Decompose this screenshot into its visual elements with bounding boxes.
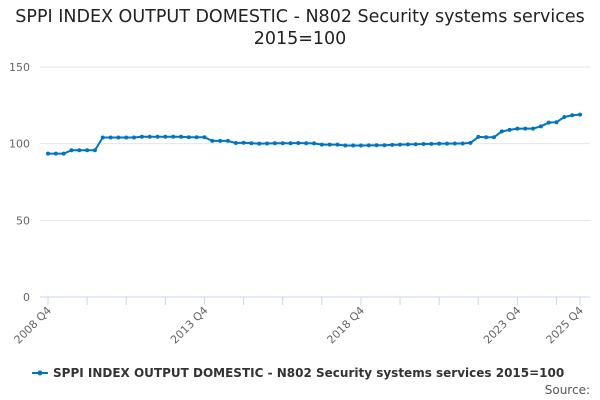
data-point [77, 148, 82, 153]
y-tick-label: 150 [9, 61, 30, 74]
data-point [421, 141, 426, 146]
data-point [562, 114, 567, 119]
data-point [53, 151, 58, 156]
data-point [374, 143, 379, 148]
series-line [48, 113, 581, 155]
chart-title: SPPI INDEX OUTPUT DOMESTIC - N802 Securi… [15, 7, 585, 49]
data-point [186, 135, 191, 140]
data-point [335, 142, 340, 147]
data-point [515, 126, 520, 131]
data-point [312, 141, 316, 146]
data-point [241, 140, 246, 145]
data-point [69, 148, 74, 153]
x-tick-label: 2018 Q4 [325, 304, 368, 347]
data-point [523, 126, 528, 131]
x-tick-label: 2023 Q4 [481, 304, 524, 347]
x-tick-label: 2025 Q4 [544, 304, 587, 347]
data-point [546, 120, 551, 125]
data-point [272, 141, 277, 146]
data-point [100, 135, 105, 140]
data-point [257, 141, 262, 146]
data-point [210, 138, 215, 143]
data-point [202, 135, 207, 140]
data-point [554, 120, 559, 125]
data-point [398, 142, 403, 147]
data-point [163, 134, 168, 139]
data-point [116, 135, 121, 140]
data-point [327, 142, 332, 147]
data-point [452, 141, 457, 146]
data-point [171, 134, 176, 139]
data-point [405, 142, 410, 147]
data-point [578, 112, 582, 117]
data-point [358, 143, 363, 148]
data-point [460, 141, 465, 146]
y-tick-label: 50 [16, 214, 30, 227]
data-point [46, 151, 50, 156]
data-point [249, 141, 254, 146]
x-tick-label: 2008 Q4 [12, 304, 55, 347]
data-point [413, 142, 418, 147]
y-tick-label: 100 [9, 138, 30, 151]
data-point [139, 134, 144, 139]
legend-label: SPPI INDEX OUTPUT DOMESTIC - N802 Securi… [53, 366, 564, 380]
data-point [108, 135, 113, 140]
data-point [476, 134, 481, 139]
data-point [124, 135, 129, 140]
data-point [147, 134, 152, 139]
source-label: Source: [544, 383, 590, 397]
data-point [499, 129, 504, 134]
data-point [265, 141, 270, 146]
data-point [366, 143, 371, 148]
data-point [570, 113, 575, 118]
data-point [531, 126, 536, 131]
data-point [132, 135, 137, 140]
data-point [92, 148, 97, 153]
data-point [179, 134, 183, 139]
data-point [61, 151, 66, 156]
data-point [304, 141, 309, 146]
data-point [437, 141, 442, 146]
data-point [296, 141, 301, 146]
data-point [280, 141, 285, 146]
x-tick-label: 2013 Q4 [168, 304, 211, 347]
data-point [382, 143, 387, 148]
data-point [85, 148, 90, 153]
data-point [445, 141, 449, 146]
data-point [351, 143, 356, 148]
data-point [491, 135, 496, 140]
data-point [429, 141, 434, 146]
data-point [233, 141, 238, 146]
data-point [390, 142, 395, 147]
legend-marker [37, 370, 43, 376]
data-point [484, 135, 489, 140]
data-point [507, 127, 512, 132]
y-tick-label: 0 [23, 291, 30, 304]
data-point [288, 141, 293, 146]
data-point [155, 134, 160, 139]
data-point [538, 124, 543, 129]
data-point [343, 143, 348, 148]
data-point [218, 138, 223, 143]
data-point [319, 142, 324, 147]
data-point [194, 135, 199, 140]
data-point [225, 138, 230, 143]
data-point [468, 140, 473, 145]
